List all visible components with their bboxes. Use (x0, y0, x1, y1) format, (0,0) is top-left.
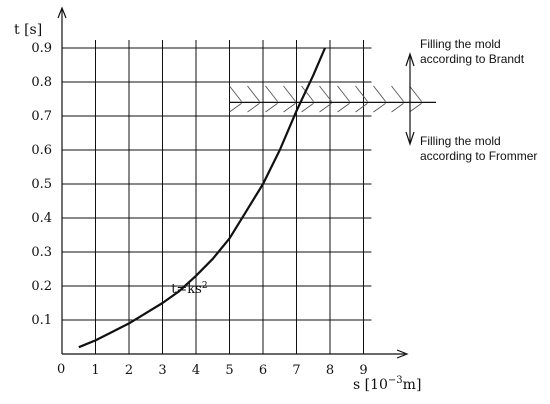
x-tick-label-5: 6 (259, 363, 267, 378)
x-tick-label-6: 7 (292, 363, 300, 378)
x-axis-label-end: m] (403, 377, 422, 393)
y-axis-arrowhead (57, 6, 67, 19)
y-tick-label-4: 0.5 (31, 177, 52, 192)
hatch-mark-upper (229, 85, 242, 102)
curve-label: t=ks2 (171, 281, 207, 297)
axes: 0.1 0.2 0.3 0.4 0.5 0.6 0.7 0.8 0.9 1 2 3 4 5 6 7 8 9 (31, 6, 409, 378)
y-tick-label-1: 0.2 (31, 279, 52, 294)
brandt-annotation-line2: according to Brandt (420, 52, 525, 66)
y-tick-label-5: 0.6 (31, 143, 52, 158)
hatch-mark-lower (229, 103, 242, 113)
x-tick-label-3: 4 (192, 363, 200, 378)
curve-layer (78, 47, 327, 349)
hatch-mark-lower (319, 103, 332, 113)
hatch-mark-lower (391, 103, 404, 113)
x-axis-label-exponent: −3 (388, 375, 403, 386)
hatch-mark-lower (355, 103, 368, 113)
curve-label-main: t=ks (171, 282, 202, 297)
hatch-mark-upper (337, 85, 350, 102)
annotation-arrows (405, 52, 415, 146)
x-tick-label-8: 9 (359, 363, 367, 378)
direction-arrow-down-head (405, 131, 415, 146)
y-axis-label: t [s] (14, 22, 42, 38)
y-tick-label-7: 0.8 (31, 75, 52, 90)
hatch-mark-upper (247, 85, 260, 102)
boundary-band (229, 85, 436, 113)
hatch-mark-lower (265, 103, 278, 113)
y-tick-label-3: 0.4 (31, 211, 52, 226)
hatch-mark-upper (265, 85, 278, 102)
hatch-mark-upper (373, 85, 386, 102)
direction-arrow-up-head (405, 52, 415, 67)
hatch-mark-upper (283, 85, 296, 102)
hatch-mark-lower (373, 103, 386, 113)
curve-t-ks2 (78, 47, 327, 349)
frommer-annotation-line1: Filling the mold (420, 134, 501, 148)
x-tick-label-1: 2 (125, 363, 133, 378)
origin-label: 0 (57, 362, 65, 377)
x-tick-label-4: 5 (225, 363, 233, 378)
x-tick-label-0: 1 (91, 363, 99, 378)
y-tick-label-8: 0.9 (31, 41, 52, 56)
hatch-mark-upper (355, 85, 368, 102)
hatch-mark-upper (391, 85, 404, 102)
hatch-mark-upper (301, 85, 314, 102)
y-tick-label-0: 0.1 (31, 313, 52, 328)
brandt-annotation-line1: Filling the mold (420, 37, 501, 51)
hatch-mark-lower (301, 103, 314, 113)
y-tick-label-6: 0.7 (31, 109, 52, 124)
hatch-mark-upper (319, 85, 332, 102)
frommer-annotation-line2: according to Frommer (420, 149, 537, 163)
x-tick-label-2: 3 (158, 363, 166, 378)
hatch-mark-upper (409, 85, 422, 102)
x-axis-label: s [10−3m] (353, 375, 421, 393)
y-tick-label-2: 0.3 (31, 245, 52, 260)
curve-label-exponent: 2 (202, 281, 208, 291)
hatch-mark-lower (337, 103, 350, 113)
x-axis-arrowhead (396, 349, 409, 359)
x-tick-label-7: 8 (326, 363, 334, 378)
hatch-mark-lower (247, 103, 260, 113)
grid (62, 40, 372, 354)
hatch-mark-lower (283, 103, 296, 113)
hatch-mark-lower (409, 103, 422, 113)
x-axis-label-main: s [10 (353, 377, 388, 393)
